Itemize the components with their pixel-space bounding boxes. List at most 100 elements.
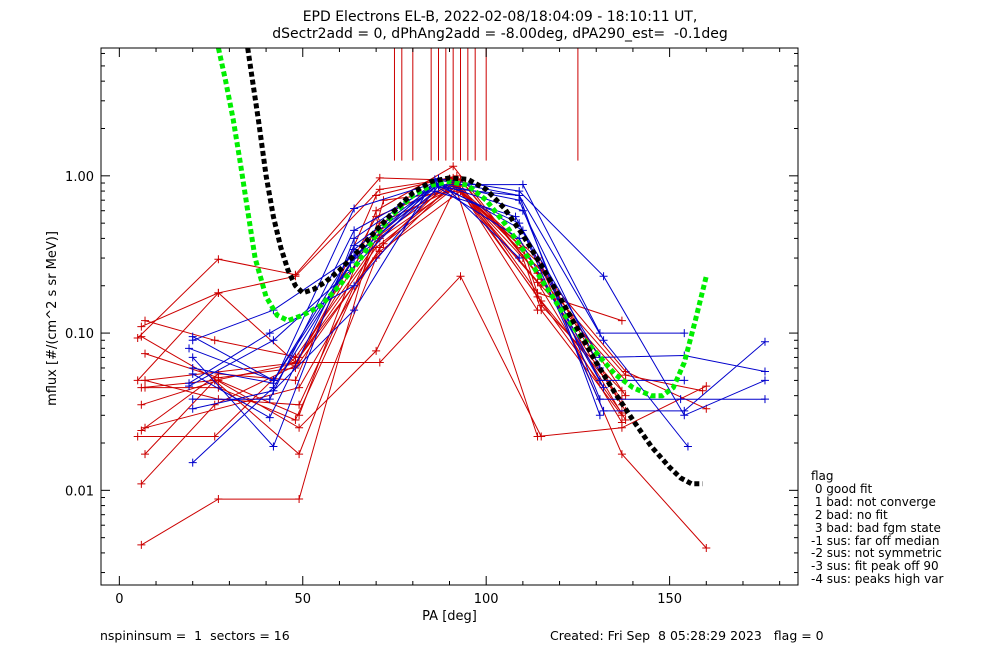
x-axis-label: PA [deg] — [422, 609, 477, 624]
data-point — [137, 479, 146, 488]
data-point — [375, 185, 384, 194]
data-point — [265, 413, 274, 422]
fit-curve-green — [215, 48, 709, 399]
data-point — [533, 306, 542, 315]
legend-heading: flag — [811, 469, 834, 483]
data-point — [295, 423, 304, 432]
data-point — [350, 234, 359, 243]
data-point — [617, 316, 626, 325]
data-point — [141, 383, 150, 392]
legend-item: 1 bad: not converge — [811, 494, 936, 509]
data-point — [372, 191, 381, 200]
data-point — [680, 376, 689, 385]
data-point — [676, 395, 685, 404]
chart-title-line-1: EPD Electrons EL-B, 2022-02-08/18:04:09 … — [302, 9, 698, 25]
data-point — [141, 376, 150, 385]
data-point — [185, 344, 194, 353]
red-series-line — [141, 178, 623, 455]
data-point — [210, 336, 219, 345]
data-point — [269, 336, 278, 345]
data-point — [291, 416, 300, 425]
data-point — [537, 432, 546, 441]
data-point — [133, 432, 142, 441]
data-point — [133, 376, 142, 385]
data-point — [375, 358, 384, 367]
data-point — [141, 450, 150, 459]
y-tick-label: 1.00 — [65, 170, 94, 185]
data-point — [265, 395, 274, 404]
data-point — [621, 391, 630, 400]
legend-item: 3 bad: bad fgm state — [811, 520, 941, 535]
data-point — [269, 442, 278, 451]
data-point — [265, 329, 274, 338]
red-series-line — [144, 185, 626, 381]
chart-title-line-2: dSectr2add = 0, dPhAng2add = -8.00deg, d… — [272, 26, 728, 42]
data-point — [137, 540, 146, 549]
blue-series-line — [192, 182, 601, 448]
data-point — [617, 450, 626, 459]
data-point — [599, 272, 608, 281]
x-tick-label: 150 — [657, 592, 682, 607]
data-point — [137, 322, 146, 331]
data-point — [680, 406, 689, 415]
data-point — [375, 173, 384, 182]
data-point — [595, 411, 604, 420]
data-point — [537, 296, 546, 305]
data-point — [214, 383, 223, 392]
data-point — [291, 376, 300, 385]
data-point — [137, 400, 146, 409]
data-point — [599, 336, 608, 345]
data-point — [350, 226, 359, 235]
fit-curve-black — [245, 48, 703, 487]
axes-frame — [100, 47, 799, 586]
data-point — [188, 395, 197, 404]
legend-item: 2 bad: no fit — [811, 507, 888, 522]
data-point — [141, 423, 150, 432]
blue-series-line — [192, 183, 766, 400]
x-tick-label: 100 — [474, 592, 499, 607]
footer-created-info: Created: Fri Sep 8 05:28:29 2023 flag = … — [550, 628, 824, 643]
blue-series-line — [192, 178, 766, 463]
red-series-line — [141, 190, 707, 546]
data-point — [214, 495, 223, 504]
red-series-line — [137, 184, 707, 549]
data-point — [214, 369, 223, 378]
data-point — [141, 349, 150, 358]
data-point — [533, 278, 542, 287]
data-point — [188, 353, 197, 362]
data-point — [683, 442, 692, 451]
data-point — [188, 404, 197, 413]
blue-series-line — [192, 186, 601, 416]
data-point — [375, 243, 384, 252]
data-point — [269, 376, 278, 385]
data-point — [141, 316, 150, 325]
data-point — [760, 395, 769, 404]
data-point — [214, 288, 223, 297]
data-point — [760, 337, 769, 346]
data-point — [214, 255, 223, 264]
data-point — [350, 281, 359, 290]
red-series-line — [137, 177, 623, 392]
legend-item: -4 sus: peaks high var — [811, 572, 944, 587]
legend-item: -1 sus: far off median — [811, 533, 940, 548]
data-point — [188, 458, 197, 467]
data-point — [350, 306, 359, 315]
data-point — [515, 191, 524, 200]
data-point — [617, 418, 626, 427]
data-point — [188, 332, 197, 341]
footer-sectors-info: nspininsum = 1 sectors = 16 — [100, 628, 290, 643]
data-point — [595, 395, 604, 404]
data-point — [210, 432, 219, 441]
legend-item: 0 good fit — [811, 481, 873, 496]
data-point — [295, 400, 304, 409]
data-point — [680, 329, 689, 338]
data-point — [599, 406, 608, 415]
data-point — [702, 543, 711, 552]
data-point — [372, 346, 381, 355]
data-point — [518, 180, 527, 189]
data-point — [760, 376, 769, 385]
data-point — [133, 334, 142, 343]
flag-legend: flag 0 good fit 1 bad: not converge 2 ba… — [811, 470, 943, 586]
data-point — [515, 254, 524, 263]
data-point — [760, 367, 769, 376]
